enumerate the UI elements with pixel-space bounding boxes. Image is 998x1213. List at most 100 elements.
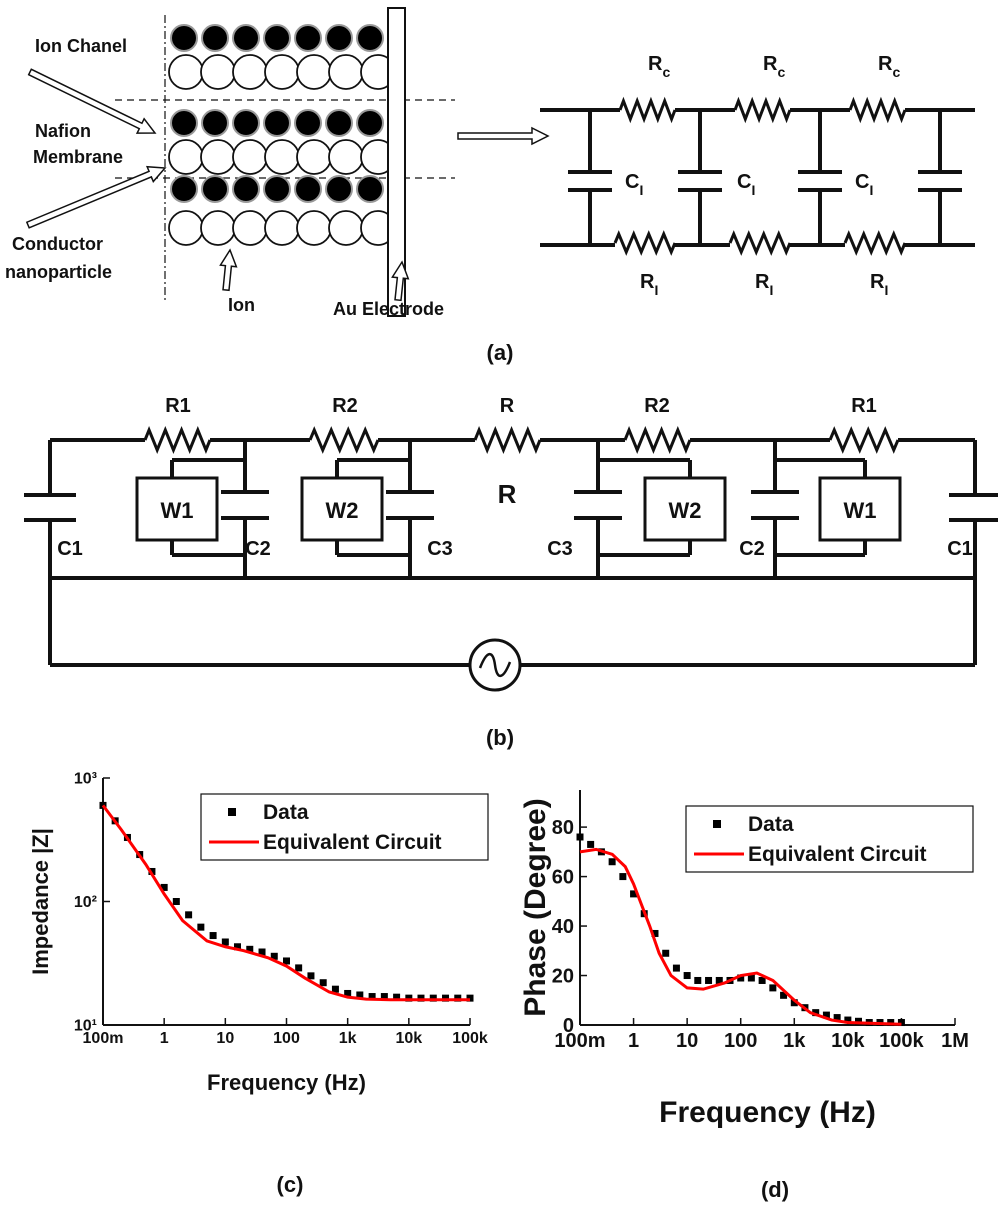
data-point	[185, 911, 193, 919]
y-tick-label: 80	[552, 817, 574, 839]
resistor	[843, 230, 907, 256]
subscript: I	[639, 182, 643, 198]
data-point	[417, 994, 425, 1002]
ion	[264, 139, 300, 175]
x-tick-label: 1	[628, 1030, 639, 1052]
ion	[296, 139, 332, 175]
x-tick-label: 10	[676, 1030, 698, 1052]
data-point	[576, 833, 584, 841]
data-point	[331, 985, 339, 993]
data-point	[769, 984, 777, 992]
ion	[232, 210, 268, 246]
label: C3	[547, 538, 573, 560]
label: Ion	[228, 295, 255, 315]
data-point	[758, 976, 766, 984]
data-point	[258, 948, 266, 956]
conductor-particle	[356, 109, 384, 137]
data-point	[233, 943, 241, 951]
ion	[200, 54, 236, 90]
subscript: I	[654, 282, 658, 298]
arrow	[27, 68, 157, 134]
data-point	[368, 993, 376, 1001]
label: Ion Chanel	[35, 36, 127, 56]
ion	[328, 139, 364, 175]
x-tick-label: 100m	[83, 1030, 124, 1047]
arrow	[219, 248, 238, 292]
data-point	[833, 1014, 841, 1022]
legend-label: Data	[263, 801, 309, 824]
data-point	[429, 994, 437, 1002]
circuit-label: RI	[870, 271, 888, 298]
x-tick-label: 1k	[783, 1030, 806, 1052]
label: R1	[165, 395, 191, 417]
resistor	[473, 426, 542, 454]
subscript: c	[662, 64, 670, 80]
data-point	[630, 890, 638, 898]
ion	[264, 210, 300, 246]
data-point	[344, 989, 352, 997]
data-point	[662, 949, 670, 957]
label: C1	[947, 538, 973, 560]
symbol: R	[763, 53, 778, 75]
data-point	[705, 976, 713, 984]
warburg-box	[300, 476, 384, 542]
label: C2	[739, 538, 765, 560]
data-point	[715, 976, 723, 984]
symbol: R	[648, 53, 663, 75]
legend-marker	[713, 820, 721, 828]
data-point	[747, 974, 755, 982]
au-electrode	[387, 7, 406, 317]
data-point	[246, 945, 254, 953]
circuit-label: CI	[737, 171, 755, 198]
conductor-particle	[356, 175, 384, 203]
resistor	[728, 230, 792, 256]
y-tick-label: 10¹	[74, 1018, 97, 1035]
legend-marker	[228, 808, 236, 816]
subscript: I	[869, 182, 873, 198]
warburg-box	[818, 476, 902, 542]
conductor-particle	[263, 109, 291, 137]
ion	[200, 139, 236, 175]
label: C2	[245, 538, 271, 560]
conductor-particle	[170, 24, 198, 52]
resistor	[623, 426, 692, 454]
symbol: R	[755, 271, 770, 293]
data-point	[790, 999, 798, 1007]
resistor	[308, 426, 380, 454]
data-point	[405, 994, 413, 1002]
warburg-box	[135, 476, 219, 542]
data-point	[737, 974, 745, 982]
conductor-particle	[294, 24, 322, 52]
conductor-particle	[170, 109, 198, 137]
ion	[168, 139, 204, 175]
label: Conductor	[12, 234, 103, 254]
arrow	[391, 260, 410, 302]
circuit-label: CI	[625, 171, 643, 198]
resistor	[613, 230, 677, 256]
data-point	[694, 976, 702, 984]
arrow	[457, 126, 550, 146]
warburg-box	[643, 476, 727, 542]
resistor	[143, 426, 212, 454]
subscript: I	[751, 182, 755, 198]
circuit-label: Rc	[648, 53, 670, 80]
caption: (a)	[487, 340, 514, 365]
y-axis-label: Impedance |Z|	[28, 828, 53, 975]
resistor	[848, 96, 907, 124]
x-tick-label: 1M	[941, 1030, 969, 1052]
label: Nafion	[35, 121, 91, 141]
symbol: C	[625, 171, 639, 193]
label: W2	[669, 498, 702, 523]
ion	[296, 54, 332, 90]
x-tick-label: 1k	[339, 1030, 357, 1047]
symbol: C	[855, 171, 869, 193]
x-axis-label: Frequency (Hz)	[659, 1096, 876, 1129]
data-point	[466, 994, 474, 1002]
data-point	[270, 952, 278, 960]
x-tick-label: 10k	[395, 1030, 422, 1047]
conductor-particle	[263, 24, 291, 52]
caption: (b)	[486, 725, 514, 750]
label: R2	[644, 395, 670, 417]
label: W2	[326, 498, 359, 523]
symbol: C	[737, 171, 751, 193]
